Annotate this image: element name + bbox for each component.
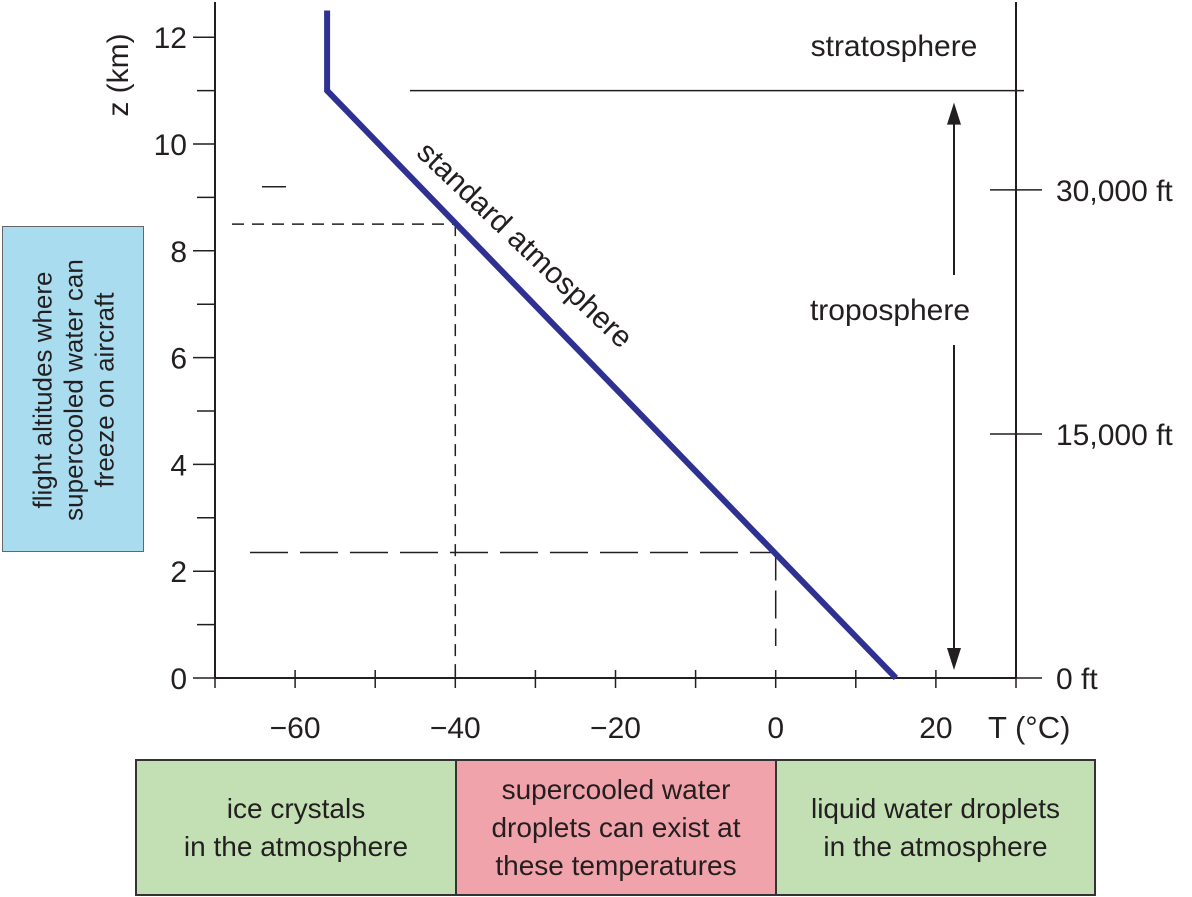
right-axis-label: 15,000 ft [1056, 419, 1173, 452]
chart-canvas: 0 2 4 6 8 10 12 −60 −40 −20 0 20 0 ft 15,000 ft 30,000… [102, 2, 1173, 745]
troposphere-label: troposphere [810, 294, 970, 327]
flight-altitude-text: flight altitudes where supercooled water… [27, 259, 120, 521]
arrow-head-down [947, 648, 961, 670]
axes: 0 2 4 6 8 10 12 −60 −40 −20 0 20 0 ft 15,000 ft 30,000… [154, 2, 1173, 745]
flight-altitude-box: flight altitudes where supercooled water… [2, 226, 144, 552]
y-tick-label: 8 [170, 236, 187, 269]
series-layer [324, 10, 899, 681]
y-tick-label: 0 [170, 663, 187, 696]
x-tick-label: −20 [590, 712, 641, 745]
stratosphere-label: stratosphere [811, 30, 978, 63]
x-axis-label: T (°C) [988, 710, 1070, 745]
y-tick-label: 6 [170, 343, 187, 376]
right-axis-label: 30,000 ft [1056, 175, 1173, 208]
arrow-head-up [947, 102, 961, 125]
x-tick-label: 20 [919, 712, 952, 745]
y-axis-label: z (km) [102, 33, 135, 116]
ice-crystals-text: ice crystals in the atmosphere [183, 792, 409, 862]
x-tick-label: −60 [270, 712, 321, 745]
dashed-guides [232, 223, 777, 678]
y-tick-label: 10 [154, 129, 187, 162]
y-tick-label: 12 [154, 22, 187, 55]
liquid-water-band: liquid water droplets in the atmosphere [775, 759, 1096, 896]
y-tick-label: 2 [170, 556, 187, 589]
curve-label: standard atmosphere [410, 136, 638, 355]
standard-atmosphere-line [324, 10, 899, 681]
annotations: standard atmosphere stratosphere troposp… [102, 30, 1070, 745]
x-tick-label: −40 [430, 712, 481, 745]
supercooled-band: supercooled water droplets can exist at … [455, 759, 777, 896]
y-tick-label: 4 [170, 449, 187, 482]
liquid-water-text: liquid water droplets in the atmosphere [810, 792, 1061, 862]
right-axis-label: 0 ft [1056, 663, 1098, 696]
ice-crystals-band: ice crystals in the atmosphere [135, 759, 457, 896]
x-tick-label: 0 [767, 712, 784, 745]
supercooled-text: supercooled water droplets can exist at … [491, 773, 741, 881]
